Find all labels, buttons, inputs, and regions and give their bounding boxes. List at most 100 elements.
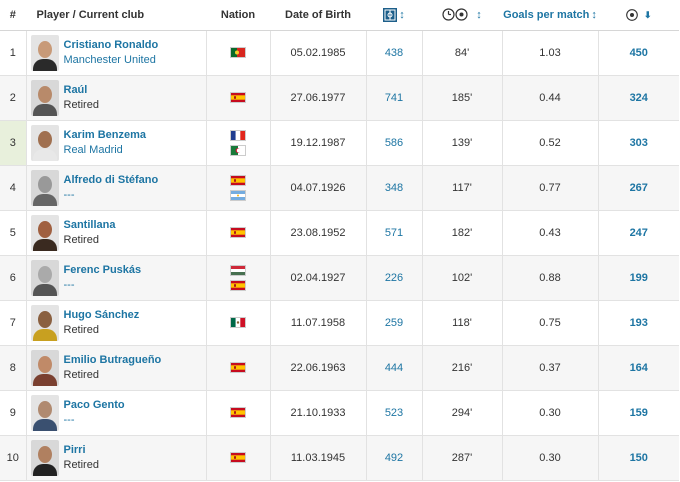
dob-cell: 23.08.1952: [270, 210, 367, 256]
minutes-per-goal-cell: 102': [422, 255, 503, 301]
goals-link[interactable]: 324: [598, 75, 679, 121]
player-cell: Santillana Retired: [26, 210, 207, 256]
appearances-link[interactable]: 444: [366, 345, 423, 391]
rank-cell: 5: [0, 210, 27, 256]
goals-per-match-cell: 0.77: [502, 165, 599, 211]
player-photo[interactable]: [30, 124, 59, 161]
goals-per-match-cell: 1.03: [502, 30, 599, 76]
player-name-link[interactable]: Cristiano Ronaldo: [63, 38, 159, 51]
header-goals-per-match[interactable]: Goals per match ↕: [502, 0, 599, 31]
goals-link[interactable]: 150: [598, 435, 679, 481]
minutes-per-goal-cell: 287': [422, 435, 503, 481]
dob-cell: 11.07.1958: [270, 300, 367, 346]
dob-cell: 05.02.1985: [270, 30, 367, 76]
player-club[interactable]: ---: [63, 413, 75, 426]
flag-spain-icon: [230, 92, 246, 103]
sort-arrow-icon: ↕: [591, 8, 597, 21]
goals-link[interactable]: 199: [598, 255, 679, 301]
dob-cell: 22.06.1963: [270, 345, 367, 391]
table-row: 3 Karim Benzema Real Madrid 19.12.1987 5…: [0, 120, 679, 166]
appearances-link[interactable]: 259: [366, 300, 423, 346]
header-dob: Date of Birth: [270, 0, 367, 31]
rank-cell: 2: [0, 75, 27, 121]
minutes-per-goal-cell: 185': [422, 75, 503, 121]
rank-cell: 10: [0, 435, 27, 481]
player-name-link[interactable]: Paco Gento: [63, 398, 125, 411]
header-goals[interactable]: ⬇: [598, 0, 679, 31]
table-row: 9 Paco Gento --- 21.10.1933 523 294' 0.3…: [0, 390, 679, 436]
goals-link[interactable]: 164: [598, 345, 679, 391]
appearances-link[interactable]: 438: [366, 30, 423, 76]
goals-per-match-cell: 0.88: [502, 255, 599, 301]
player-name-link[interactable]: Karim Benzema: [63, 128, 147, 141]
player-cell: Pirri Retired: [26, 435, 207, 481]
player-club[interactable]: Manchester United: [63, 53, 156, 66]
player-club: Retired: [63, 458, 99, 471]
goals-link[interactable]: 247: [598, 210, 679, 256]
table-row: 8 Emilio Butragueño Retired 22.06.1963 4…: [0, 345, 679, 391]
player-name-link[interactable]: Raúl: [63, 83, 88, 96]
player-cell: Raúl Retired: [26, 75, 207, 121]
sort-arrow-icon: ↕: [399, 8, 405, 21]
player-cell: Karim Benzema Real Madrid: [26, 120, 207, 166]
player-photo[interactable]: [30, 259, 59, 296]
player-photo[interactable]: [30, 79, 59, 116]
rank-cell: 3: [0, 120, 27, 166]
player-club: Retired: [63, 233, 99, 246]
flag-mexico-icon: [230, 317, 246, 328]
flag-spain-icon: [230, 279, 246, 291]
goals-link[interactable]: 450: [598, 30, 679, 76]
player-name-link[interactable]: Ferenc Puskás: [63, 263, 142, 276]
player-club[interactable]: Real Madrid: [63, 143, 123, 156]
goals-link[interactable]: 267: [598, 165, 679, 211]
header-player: Player / Current club: [26, 0, 207, 31]
player-cell: Alfredo di Stéfano ---: [26, 165, 207, 211]
player-name-link[interactable]: Pirri: [63, 443, 86, 456]
player-photo[interactable]: [30, 349, 59, 386]
goals-link[interactable]: 159: [598, 390, 679, 436]
appearances-link[interactable]: 571: [366, 210, 423, 256]
rank-cell: 8: [0, 345, 27, 391]
header-goals-per-match-label: Goals per match: [503, 8, 590, 21]
minutes-per-goal-cell: 84': [422, 30, 503, 76]
appearances-link[interactable]: 523: [366, 390, 423, 436]
goals-link[interactable]: 193: [598, 300, 679, 346]
player-photo[interactable]: [30, 214, 59, 251]
appearances-link[interactable]: 586: [366, 120, 423, 166]
flag-spain-icon: [230, 174, 246, 186]
player-name-link[interactable]: Hugo Sánchez: [63, 308, 140, 321]
player-name-link[interactable]: Emilio Butragueño: [63, 353, 162, 366]
nation-cell: [206, 210, 271, 256]
rank-cell: 1: [0, 30, 27, 76]
minutes-per-goal-cell: 117': [422, 165, 503, 211]
player-name-link[interactable]: Alfredo di Stéfano: [63, 173, 159, 186]
player-photo[interactable]: [30, 439, 59, 476]
header-appearances[interactable]: ↕: [366, 0, 423, 31]
player-club: Retired: [63, 98, 99, 111]
appearances-link[interactable]: 492: [366, 435, 423, 481]
minutes-per-goal-cell: 294': [422, 390, 503, 436]
player-photo[interactable]: [30, 34, 59, 71]
appearances-link[interactable]: 348: [366, 165, 423, 211]
player-club[interactable]: ---: [63, 188, 75, 201]
player-cell: Hugo Sánchez Retired: [26, 300, 207, 346]
flag-spain-icon: [230, 452, 246, 463]
appearances-link[interactable]: 741: [366, 75, 423, 121]
player-name-link[interactable]: Santillana: [63, 218, 116, 231]
flag-spain-icon: [230, 227, 246, 238]
minutes-per-goal-icon: [442, 8, 468, 21]
dob-cell: 02.04.1927: [270, 255, 367, 301]
goals-per-match-cell: 0.43: [502, 210, 599, 256]
player-club: Retired: [63, 368, 99, 381]
player-club[interactable]: ---: [63, 278, 75, 291]
table-row: 7 Hugo Sánchez Retired 11.07.1958 259 11…: [0, 300, 679, 346]
appearances-link[interactable]: 226: [366, 255, 423, 301]
nation-cell: [206, 345, 271, 391]
player-photo[interactable]: [30, 394, 59, 431]
header-minutes-per-goal[interactable]: ↕: [422, 0, 503, 31]
player-photo[interactable]: [30, 304, 59, 341]
goals-per-match-cell: 0.30: [502, 435, 599, 481]
goals-link[interactable]: 303: [598, 120, 679, 166]
player-photo[interactable]: [30, 169, 59, 206]
nation-cell: [206, 390, 271, 436]
